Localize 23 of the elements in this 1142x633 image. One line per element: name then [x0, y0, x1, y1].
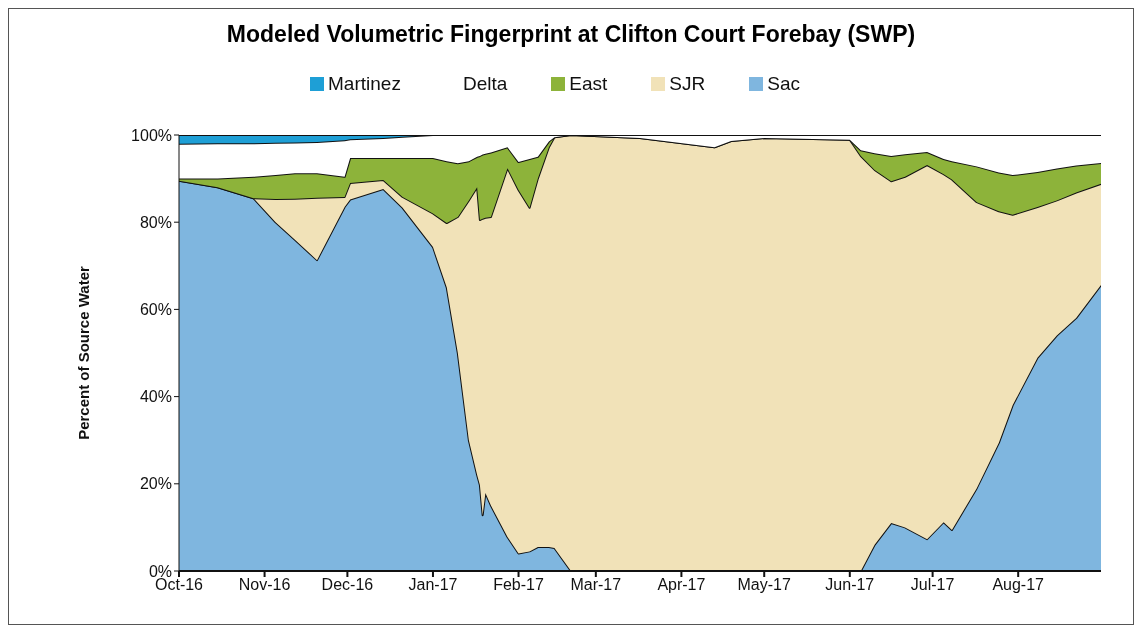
x-tick-label: Apr-17 — [657, 576, 706, 594]
legend-label: SJR — [669, 72, 706, 96]
x-tick-label: Dec-16 — [321, 576, 374, 594]
x-tick-label: Mar-17 — [570, 576, 622, 594]
legend-label: East — [569, 72, 608, 96]
text: Delta — [462, 72, 508, 96]
x-tick-label: Jun-17 — [825, 576, 875, 594]
y-axis-title: Percent of Source Water — [75, 266, 93, 440]
chart-title: Modeled Volumetric Fingerprint at Clifton Court Forebay (SWP) — [225, 21, 917, 48]
y-tick-label: 60% — [139, 301, 172, 319]
legend-label: Sac — [767, 72, 800, 96]
x-tick-label: Feb-17 — [493, 576, 544, 594]
y-tick-label: 100% — [131, 126, 172, 144]
x-tick-label: Oct-16 — [154, 576, 204, 594]
y-tick-label: 20% — [139, 475, 172, 493]
y-tick-label: 80% — [139, 213, 172, 231]
legend-label: Martinez — [328, 72, 401, 96]
y-tick-label: 40% — [139, 388, 172, 406]
x-tick-label: Aug-17 — [992, 576, 1045, 594]
x-tick-label: Jan-17 — [408, 576, 458, 594]
x-tick-label: May-17 — [737, 576, 791, 594]
x-tick-label: Nov-16 — [238, 576, 291, 594]
x-tick-label: Jul-17 — [910, 576, 955, 594]
